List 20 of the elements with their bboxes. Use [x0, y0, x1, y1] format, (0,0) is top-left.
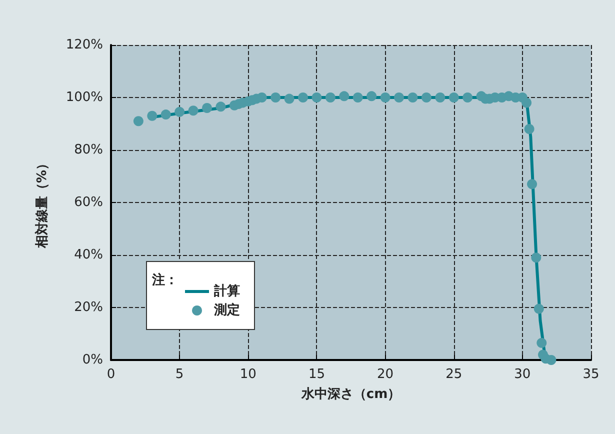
y-tick-label: 20% — [74, 300, 103, 315]
x-tick-label: 0 — [106, 367, 116, 382]
y-tick-label: 0% — [82, 352, 103, 368]
x-tick-label: 30 — [514, 367, 531, 382]
y-tick-label: 80% — [74, 142, 103, 158]
y-tick-label: 40% — [74, 248, 103, 262]
legend-label: 計算 — [213, 283, 240, 299]
x-tick-label: 20 — [377, 367, 394, 382]
x-tick-label: 10 — [240, 367, 256, 382]
x-axis-title: 水中深さ（cm） — [300, 387, 401, 402]
x-tick-label: 15 — [308, 367, 325, 382]
y-axis-title: 相対線量（%） — [34, 156, 50, 250]
y-tick-label: 60% — [74, 195, 103, 210]
y-tick-label: 100% — [66, 90, 103, 105]
x-tick-label: 25 — [446, 367, 462, 382]
legend-title: 注： — [151, 272, 178, 288]
x-tick-label: 5 — [175, 367, 184, 382]
y-tick-label: 120% — [66, 38, 103, 52]
legend-label: 測定 — [213, 302, 240, 318]
x-tick-label: 35 — [582, 367, 600, 382]
